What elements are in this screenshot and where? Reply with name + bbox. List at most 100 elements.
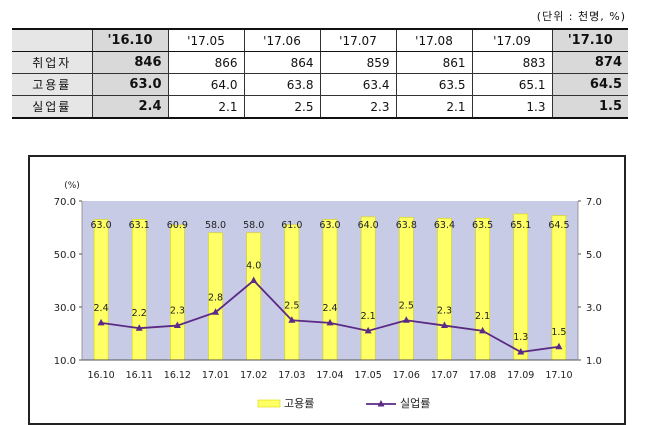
legend-label-employment: 고용률 [284,397,314,410]
table-cell: 874 [551,51,628,74]
table-column-header: '16.10 [91,28,169,52]
bar-data-label: 63.8 [396,220,417,231]
table-column-header: '17.08 [395,28,473,52]
y-right-tick-label: 7.0 [586,197,602,208]
bar-data-label: 63.0 [319,220,340,231]
line-data-label: 1.5 [551,327,566,338]
bar [399,217,414,361]
line-point-marker [212,308,220,315]
line-data-label: 2.4 [94,303,109,314]
x-tick-label: 17.08 [469,370,496,381]
line-point-marker [326,318,334,326]
y-right-tick-label: 3.0 [586,303,602,314]
combo-chart: 63.0 63.1 60.9 58.0 58.0 61.0 63.0 64.0 63.8 63.4… [54,181,602,410]
bar-data-label: 63.0 [90,220,111,231]
table-cell: 63.4 [319,73,397,96]
legend-label-unemployment: 실업률 [400,397,430,410]
line-point-marker [135,324,143,331]
line-point-marker [440,321,448,329]
bar-data-label: 65.1 [510,220,531,231]
line-point-marker [97,318,105,326]
legend-marker [377,400,385,407]
bar [322,219,338,361]
line-data-label: 2.1 [475,311,490,322]
x-tick-label: 17.09 [507,370,534,381]
line-data-label: 2.2 [132,308,147,319]
bar-data-label: 58.0 [205,220,226,231]
table-row: 실업률 2.4 2.1 2.5 2.3 2.1 1.3 1.5 [12,95,628,119]
bar [246,232,261,361]
table-cell: 866 [167,51,245,74]
x-tick-label: 17.02 [240,370,267,381]
table-row-label: 실업률 [12,95,93,119]
bar-data-label: 64.0 [358,220,379,231]
x-tick-label: 16.10 [87,370,114,381]
y-left-tick-label: 30.0 [54,303,76,314]
y-right-tick-label: 1.0 [586,356,602,367]
table-cell: 2.1 [167,95,245,119]
line-point-marker [555,342,563,350]
x-tick-label: 17.06 [393,370,420,381]
table-cell: 63.0 [91,73,169,96]
line-data-label: 2.1 [361,311,376,322]
table-cell: 2.1 [395,95,473,119]
table-column-header: '17.07 [319,28,397,52]
y-left-tick-label: 70.0 [54,197,76,208]
line-data-label: 4.0 [246,261,261,272]
line-data-label: 2.3 [170,306,185,317]
table-header-row: '16.10 '17.05 '17.06 '17.07 '17.08 '17.0… [12,28,628,52]
bar-data-label: 64.5 [548,220,569,231]
bar [551,215,567,361]
table-row-label: 고용률 [12,73,93,96]
bar-data-label: 63.4 [434,220,455,231]
table-cell: 883 [471,51,553,74]
line-data-label: 2.3 [437,306,452,317]
line-point-marker [517,348,525,355]
table-cell: 64.0 [167,73,245,96]
x-tick-label: 17.10 [545,370,572,381]
bar [170,224,185,361]
line-point-marker [250,276,258,283]
line-data-label: 2.8 [208,292,223,303]
table-cell: 65.1 [471,73,553,96]
x-tick-label: 17.07 [431,370,458,381]
line-point-marker [479,326,487,334]
bar [93,219,109,361]
table-corner-cell [12,28,93,52]
table-column-header: '17.05 [167,28,245,52]
y-right-tick-label: 5.0 [586,250,602,261]
table-cell: 1.5 [551,95,628,119]
table-cell: 859 [319,51,397,74]
bar-data-label: 61.0 [281,220,302,231]
table-cell: 861 [395,51,473,74]
bar [131,218,147,361]
bar [284,224,300,361]
x-tick-label: 17.01 [202,370,229,381]
table-cell: 2.5 [243,95,321,119]
table-cell: 846 [91,51,169,74]
table-cell: 63.5 [395,73,473,96]
x-tick-label: 17.03 [278,370,305,381]
table-cell: 1.3 [471,95,553,119]
line-point-marker [288,316,296,323]
x-tick-label: 17.04 [316,370,343,381]
bar-data-label: 58.0 [243,220,264,231]
y-axis-unit-label: (%) [64,181,80,191]
x-tick-label: 16.12 [164,370,191,381]
line-data-label: 2.5 [399,300,414,311]
table-cell: 2.4 [91,95,169,119]
line-point-marker [173,321,181,329]
legend-swatch-bar [257,399,281,408]
unit-note: (단위 : 천명, %) [536,10,626,23]
line-data-label: 2.5 [284,300,299,311]
table-row-label: 취업자 [12,51,93,74]
table-row: 취업자 846 866 864 859 861 883 874 [12,51,628,74]
line-data-label: 2.4 [322,303,337,314]
bar [360,216,376,361]
bar [475,217,490,361]
bar-data-label: 60.9 [167,220,188,231]
line-point-marker [364,326,372,334]
y-left-tick-label: 50.0 [54,250,76,261]
table-column-header: '17.10 [551,28,628,52]
chart-frame: 63.0 63.1 60.9 58.0 58.0 61.0 63.0 64.0 63.8 63.4… [28,155,626,425]
